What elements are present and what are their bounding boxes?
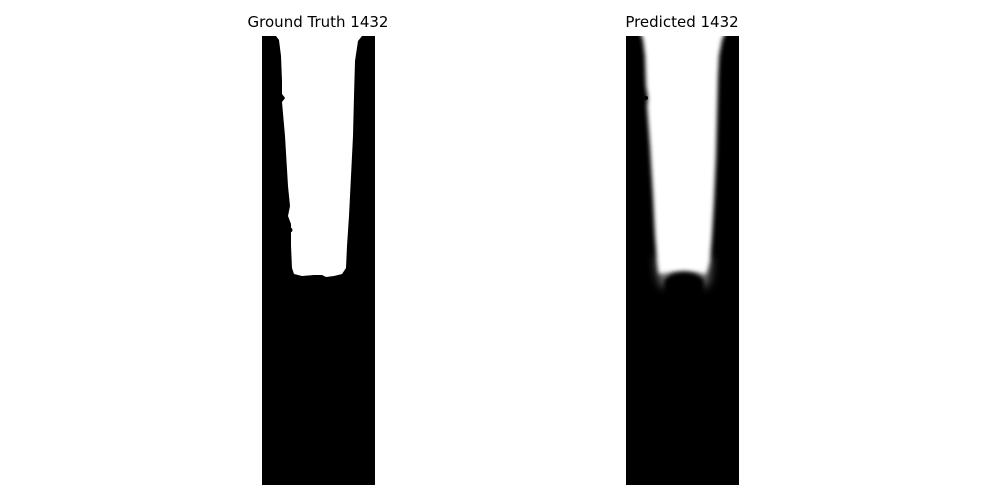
predicted-mask-notch [644, 96, 648, 100]
ground-truth-mask-image [262, 36, 375, 485]
ground-truth-mask-notch [288, 228, 293, 233]
predicted-mask-svg [626, 36, 739, 485]
ground-truth-title: Ground Truth 1432 [218, 12, 418, 32]
predicted-mask-lower-region [664, 272, 704, 336]
predicted-mask-image [626, 36, 739, 485]
ground-truth-mask-notch [280, 96, 285, 101]
ground-truth-mask-svg [262, 36, 375, 485]
predicted-title: Predicted 1432 [582, 12, 782, 32]
